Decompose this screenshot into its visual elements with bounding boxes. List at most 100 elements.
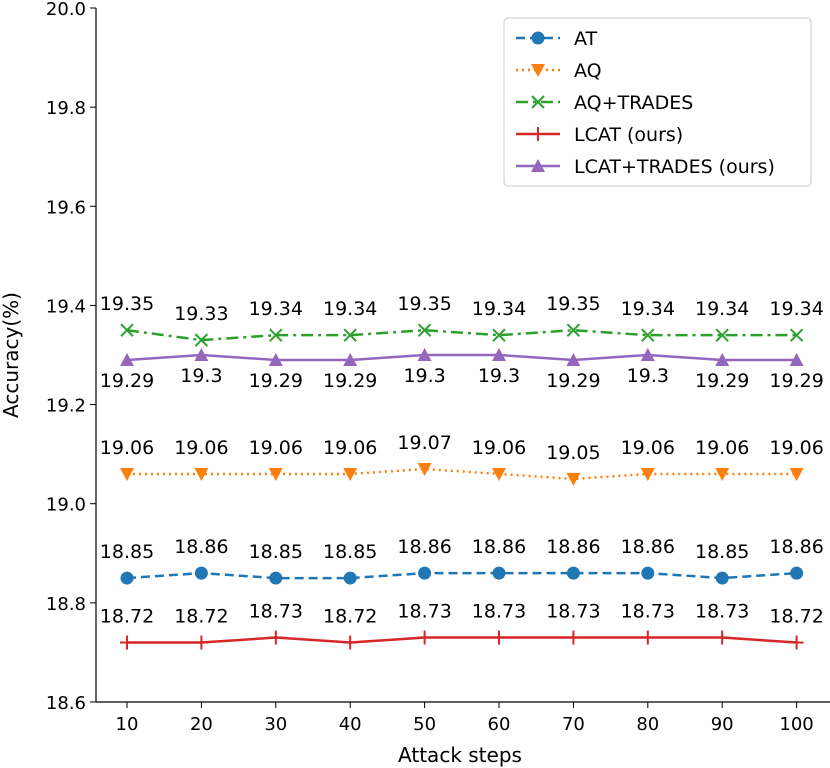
legend-label: AQ+TRADES [574, 92, 693, 114]
data-point-stroke [715, 328, 729, 342]
y-tick-label: 19.2 [46, 396, 86, 417]
data-label: 19.07 [397, 432, 451, 454]
data-point [789, 467, 804, 481]
y-tick-label: 19.6 [46, 197, 86, 218]
data-label: 19.29 [249, 370, 303, 392]
data-labels: 18.85 18.86 18.85 18.85 18.86 18.86 18.86 18.86… [100, 293, 824, 627]
data-point [194, 333, 209, 347]
data-label: 19.34 [472, 298, 526, 320]
data-point-stroke [641, 328, 655, 342]
y-tick-label: 19.8 [46, 98, 86, 119]
x-tick-label: 60 [488, 714, 511, 735]
series-lcat-trades-ours [120, 348, 804, 366]
data-label: 18.72 [174, 606, 228, 628]
y-tick-label: 19.0 [46, 495, 86, 516]
series-aq [120, 463, 804, 486]
data-point [715, 352, 730, 366]
data-point [531, 159, 545, 172]
data-label: 18.86 [397, 536, 451, 558]
series-at [120, 566, 804, 585]
x-tick-label: 100 [779, 714, 813, 735]
data-point [492, 630, 506, 645]
data-point [640, 467, 655, 481]
series-line [126, 571, 797, 580]
data-label: 18.72 [100, 606, 154, 628]
data-point [120, 352, 134, 366]
data-label: 19.06 [174, 437, 228, 459]
data-point [640, 348, 655, 361]
series-lcat-ours [120, 630, 804, 650]
data-point [120, 635, 134, 650]
legend-label: AQ [574, 60, 602, 82]
legend-label: AT [574, 28, 598, 50]
data-point-stroke [566, 323, 581, 337]
x-tick-label: 40 [339, 714, 362, 735]
series-line [126, 328, 797, 342]
data-label: 19.35 [100, 293, 154, 315]
data-label: 18.73 [472, 601, 526, 623]
data-label: 19.06 [472, 437, 526, 459]
data-point [566, 566, 580, 580]
data-label: 19.3 [627, 365, 669, 387]
data-label: 19.34 [621, 298, 675, 320]
data-label: 19.06 [769, 437, 823, 459]
data-point [531, 31, 545, 45]
data-label: 19.34 [769, 298, 823, 320]
data-point [566, 630, 581, 645]
data-point [268, 467, 283, 481]
legend-label: LCAT (ours) [574, 124, 683, 146]
data-label: 19.29 [769, 370, 823, 392]
data-label: 19.29 [323, 370, 377, 392]
data-point [566, 323, 581, 337]
series-aq-trades [120, 323, 804, 347]
data-point [789, 352, 804, 366]
data-point-stroke [194, 333, 209, 347]
data-point-stroke [269, 328, 283, 342]
data-label: 19.06 [621, 437, 675, 459]
data-label: 19.33 [174, 303, 228, 325]
x-tick-label: 10 [116, 714, 139, 735]
data-point-stroke [417, 323, 432, 337]
data-label: 19.3 [180, 365, 222, 387]
data-point [531, 95, 545, 109]
data-point [194, 467, 209, 481]
data-label: 18.73 [397, 601, 451, 623]
y-tick-label: 19.4 [46, 296, 86, 317]
data-label: 18.86 [472, 536, 526, 558]
x-tick-label: 90 [711, 714, 734, 735]
y-axis-title: Accuracy(%) [0, 292, 23, 418]
data-point [715, 571, 729, 585]
data-label: 18.73 [546, 601, 600, 623]
data-point [566, 352, 581, 366]
data-label: 18.86 [546, 536, 600, 558]
data-point [417, 323, 432, 337]
data-label: 19.35 [546, 293, 600, 315]
data-point-stroke [789, 328, 804, 342]
data-label: 19.06 [249, 437, 303, 459]
data-point [790, 566, 804, 580]
series-line [127, 636, 797, 644]
data-label: 19.05 [546, 442, 600, 464]
data-point-stroke [531, 95, 545, 109]
data-point [492, 467, 506, 481]
data-point [120, 571, 134, 585]
data-label: 19.34 [249, 298, 303, 320]
data-point [194, 566, 208, 580]
data-label: 18.85 [323, 541, 377, 563]
data-label: 18.85 [100, 541, 154, 563]
data-point [343, 571, 357, 585]
data-label: 19.29 [695, 370, 749, 392]
data-label: 18.72 [323, 606, 377, 628]
data-point [194, 635, 209, 650]
data-point [715, 328, 729, 342]
data-point [418, 566, 432, 580]
data-point [120, 323, 134, 337]
x-tick-label: 20 [190, 714, 213, 735]
data-point [789, 635, 804, 650]
legend-entry: AQ+TRADES [516, 92, 693, 114]
y-tick-label: 18.6 [46, 693, 86, 714]
x-tick-label: 80 [636, 714, 659, 735]
legend: AT AQ AQ+TRADES LCAT (ours) LCAT+TRADES (our… [503, 17, 812, 187]
data-point [531, 64, 545, 77]
